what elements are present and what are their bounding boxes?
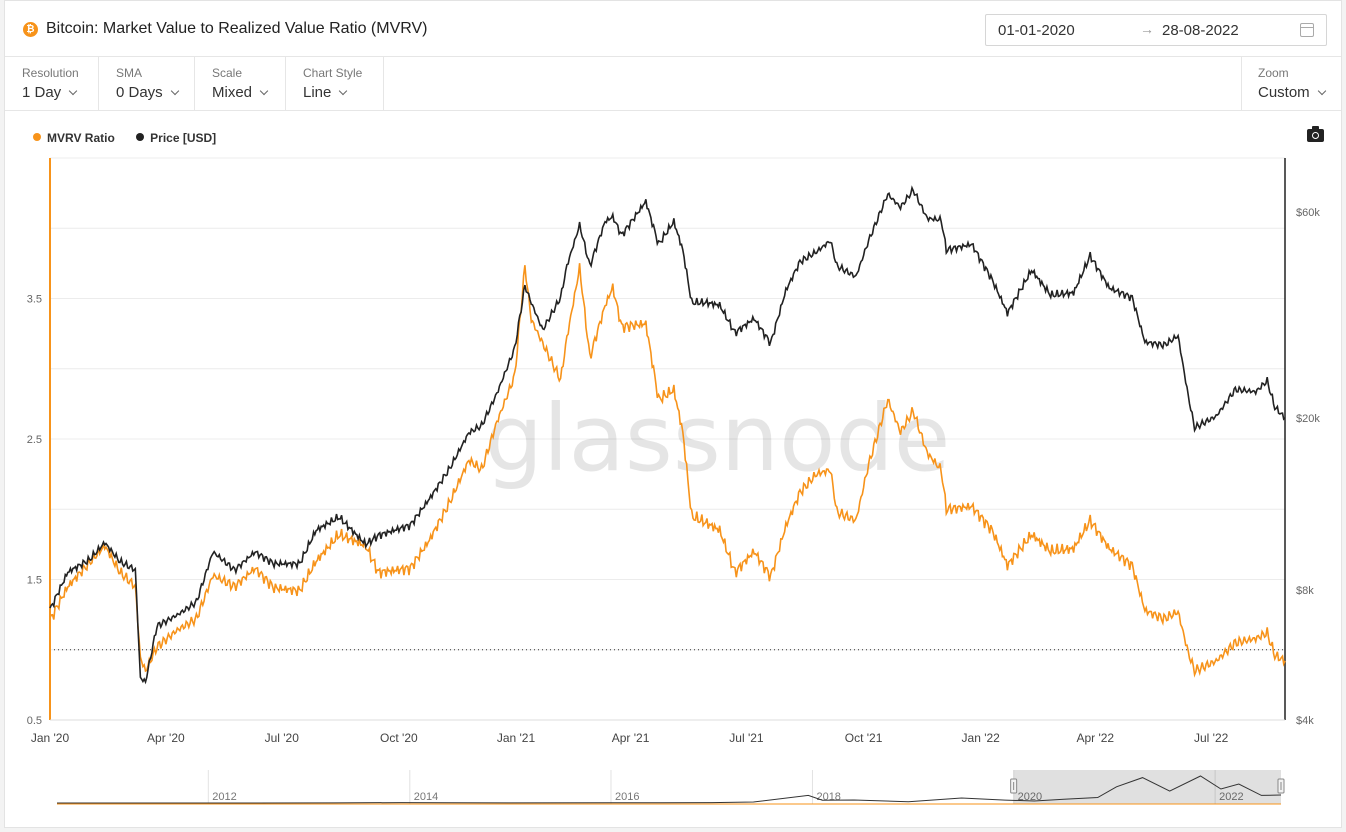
arrow-right-icon: → bbox=[1140, 21, 1154, 37]
scale-label: Scale bbox=[212, 66, 243, 80]
x-tick-label: Jul '22 bbox=[1194, 731, 1229, 745]
x-tick-label: Jan '20 bbox=[31, 731, 70, 745]
series-line-price-usd bbox=[49, 185, 1286, 685]
y-left-tick-label: 3.5 bbox=[27, 294, 42, 306]
y-right-tick-label: $60k bbox=[1296, 207, 1320, 219]
chart-card: ₿ Bitcoin: Market Value to Realized Valu… bbox=[4, 0, 1342, 828]
y-left-tick-label: 0.5 bbox=[27, 715, 42, 727]
camera-icon[interactable] bbox=[1307, 126, 1324, 142]
y-left-tick-label: 1.5 bbox=[27, 575, 42, 587]
date-to-input[interactable]: 28-08-2022 bbox=[1162, 22, 1239, 39]
bitcoin-icon: ₿ bbox=[23, 22, 38, 37]
chart-header: ₿ Bitcoin: Market Value to Realized Valu… bbox=[5, 1, 1341, 57]
x-tick-label: Jan '21 bbox=[497, 731, 536, 745]
navigator-tick-label: 2016 bbox=[615, 791, 639, 803]
resolution-label: Resolution bbox=[22, 66, 79, 80]
zoom-value: Custom bbox=[1258, 84, 1310, 101]
navigator-tick-label: 2014 bbox=[414, 791, 438, 803]
x-tick-label: Apr '20 bbox=[147, 731, 185, 745]
sma-label: SMA bbox=[116, 66, 143, 80]
y-right-tick-label: $8k bbox=[1296, 585, 1314, 597]
navigator-tick-label: 2022 bbox=[1219, 791, 1243, 803]
x-tick-label: Jan '22 bbox=[962, 731, 1001, 745]
x-tick-label: Oct '21 bbox=[845, 731, 883, 745]
navigator-price-line bbox=[57, 775, 1282, 804]
scale-value: Mixed bbox=[212, 84, 253, 101]
x-tick-label: Oct '20 bbox=[380, 731, 418, 745]
x-tick-label: Apr '21 bbox=[612, 731, 650, 745]
series-line-mvrv-ratio bbox=[49, 263, 1286, 678]
watermark: glassnode bbox=[485, 385, 951, 492]
legend-item-price[interactable]: Price [USD] bbox=[136, 131, 216, 145]
chart-style-value: Line bbox=[303, 84, 332, 101]
sma-dropdown[interactable]: SMA 0 Days bbox=[99, 57, 195, 111]
chart-legend: MVRV Ratio Price [USD] bbox=[33, 131, 234, 145]
date-from-input[interactable]: 01-01-2020 bbox=[998, 22, 1075, 39]
x-tick-label: Jul '20 bbox=[265, 731, 300, 745]
chart-title: Bitcoin: Market Value to Realized Value … bbox=[46, 20, 428, 37]
chart-controls: Resolution 1 Day SMA 0 Days Scale Mixed … bbox=[5, 57, 1341, 111]
navigator-tick-label: 2018 bbox=[816, 791, 840, 803]
chart-style-dropdown[interactable]: Chart Style Line bbox=[286, 57, 384, 111]
navigator-tick-label: 2012 bbox=[212, 791, 236, 803]
legend-dot bbox=[33, 133, 41, 141]
legend-label-mvrv: MVRV Ratio bbox=[47, 131, 115, 145]
y-left-tick-label: 2.5 bbox=[27, 434, 42, 446]
sma-value: 0 Days bbox=[116, 84, 163, 101]
x-tick-label: Apr '22 bbox=[1076, 731, 1114, 745]
date-range-picker[interactable]: 01-01-2020 → 28-08-2022 bbox=[985, 14, 1327, 46]
y-right-tick-label: $20k bbox=[1296, 413, 1320, 425]
navigator-tick-label: 2020 bbox=[1018, 791, 1042, 803]
resolution-value: 1 Day bbox=[22, 84, 62, 101]
legend-item-mvrv[interactable]: MVRV Ratio bbox=[33, 131, 115, 145]
zoom-dropdown[interactable]: Zoom Custom bbox=[1241, 57, 1343, 111]
calendar-icon[interactable] bbox=[1300, 23, 1314, 37]
resolution-dropdown[interactable]: Resolution 1 Day bbox=[5, 57, 99, 111]
y-right-tick-label: $4k bbox=[1296, 715, 1314, 727]
zoom-label: Zoom bbox=[1258, 66, 1289, 80]
legend-dot bbox=[136, 133, 145, 141]
x-tick-label: Jul '21 bbox=[729, 731, 764, 745]
legend-label-price: Price [USD] bbox=[150, 131, 217, 145]
chart-style-label: Chart Style bbox=[303, 66, 363, 80]
scale-dropdown[interactable]: Scale Mixed bbox=[195, 57, 286, 111]
navigator-selection bbox=[1013, 770, 1281, 804]
